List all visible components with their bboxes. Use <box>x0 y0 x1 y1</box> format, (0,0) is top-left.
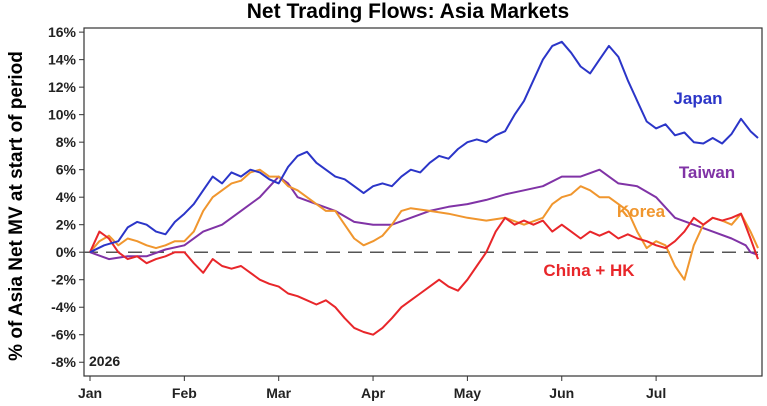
x-tick-label: Feb <box>172 385 197 401</box>
y-tick-label: -8% <box>51 354 76 370</box>
y-tick-label: 10% <box>48 107 77 123</box>
y-tick-label: 2% <box>56 217 77 233</box>
x-tick-label: Jul <box>646 385 666 401</box>
y-tick-label: 12% <box>48 79 77 95</box>
year-label: 2026 <box>89 353 120 369</box>
series-label-china-hk: China + HK <box>543 261 635 280</box>
series-line-taiwan <box>89 168 759 261</box>
y-tick-label: 4% <box>56 189 77 205</box>
series-label-korea: Korea <box>617 202 666 221</box>
series-label-taiwan: Taiwan <box>679 163 735 182</box>
y-tick-label: -6% <box>51 327 76 343</box>
x-tick-label: May <box>454 385 481 401</box>
y-tick-label: 8% <box>56 134 77 150</box>
y-tick-label: 16% <box>48 24 77 40</box>
y-tick-label: -2% <box>51 272 76 288</box>
series-line-japan <box>89 40 759 254</box>
y-axis-label: % of Asia Net MV at start of period <box>6 51 27 361</box>
y-tick-label: 14% <box>48 52 77 68</box>
series-line-china-hk <box>89 212 759 336</box>
x-tick-label: Mar <box>266 385 291 401</box>
series-lines <box>89 40 759 336</box>
x-tick-label: Jun <box>549 385 574 401</box>
chart-title: Net Trading Flows: Asia Markets <box>247 0 569 23</box>
y-tick-label: 6% <box>56 162 77 178</box>
series-labels: Japan Taiwan Korea China + HK <box>543 89 735 280</box>
y-tick-label: -4% <box>51 299 76 315</box>
series-label-japan: Japan <box>673 89 722 108</box>
x-axis-ticks: Jan Feb Mar Apr May Jun Jul <box>78 376 666 401</box>
x-tick-label: Jan <box>78 385 102 401</box>
y-tick-label: 0% <box>56 244 77 260</box>
series-line-korea <box>89 168 759 281</box>
x-tick-label: Apr <box>361 385 386 401</box>
plot-area <box>83 27 763 377</box>
y-axis-ticks: -8% -6% -4% -2% 0% 2% 4% 6% 8% 10% 12% 14% 16% <box>48 24 84 370</box>
